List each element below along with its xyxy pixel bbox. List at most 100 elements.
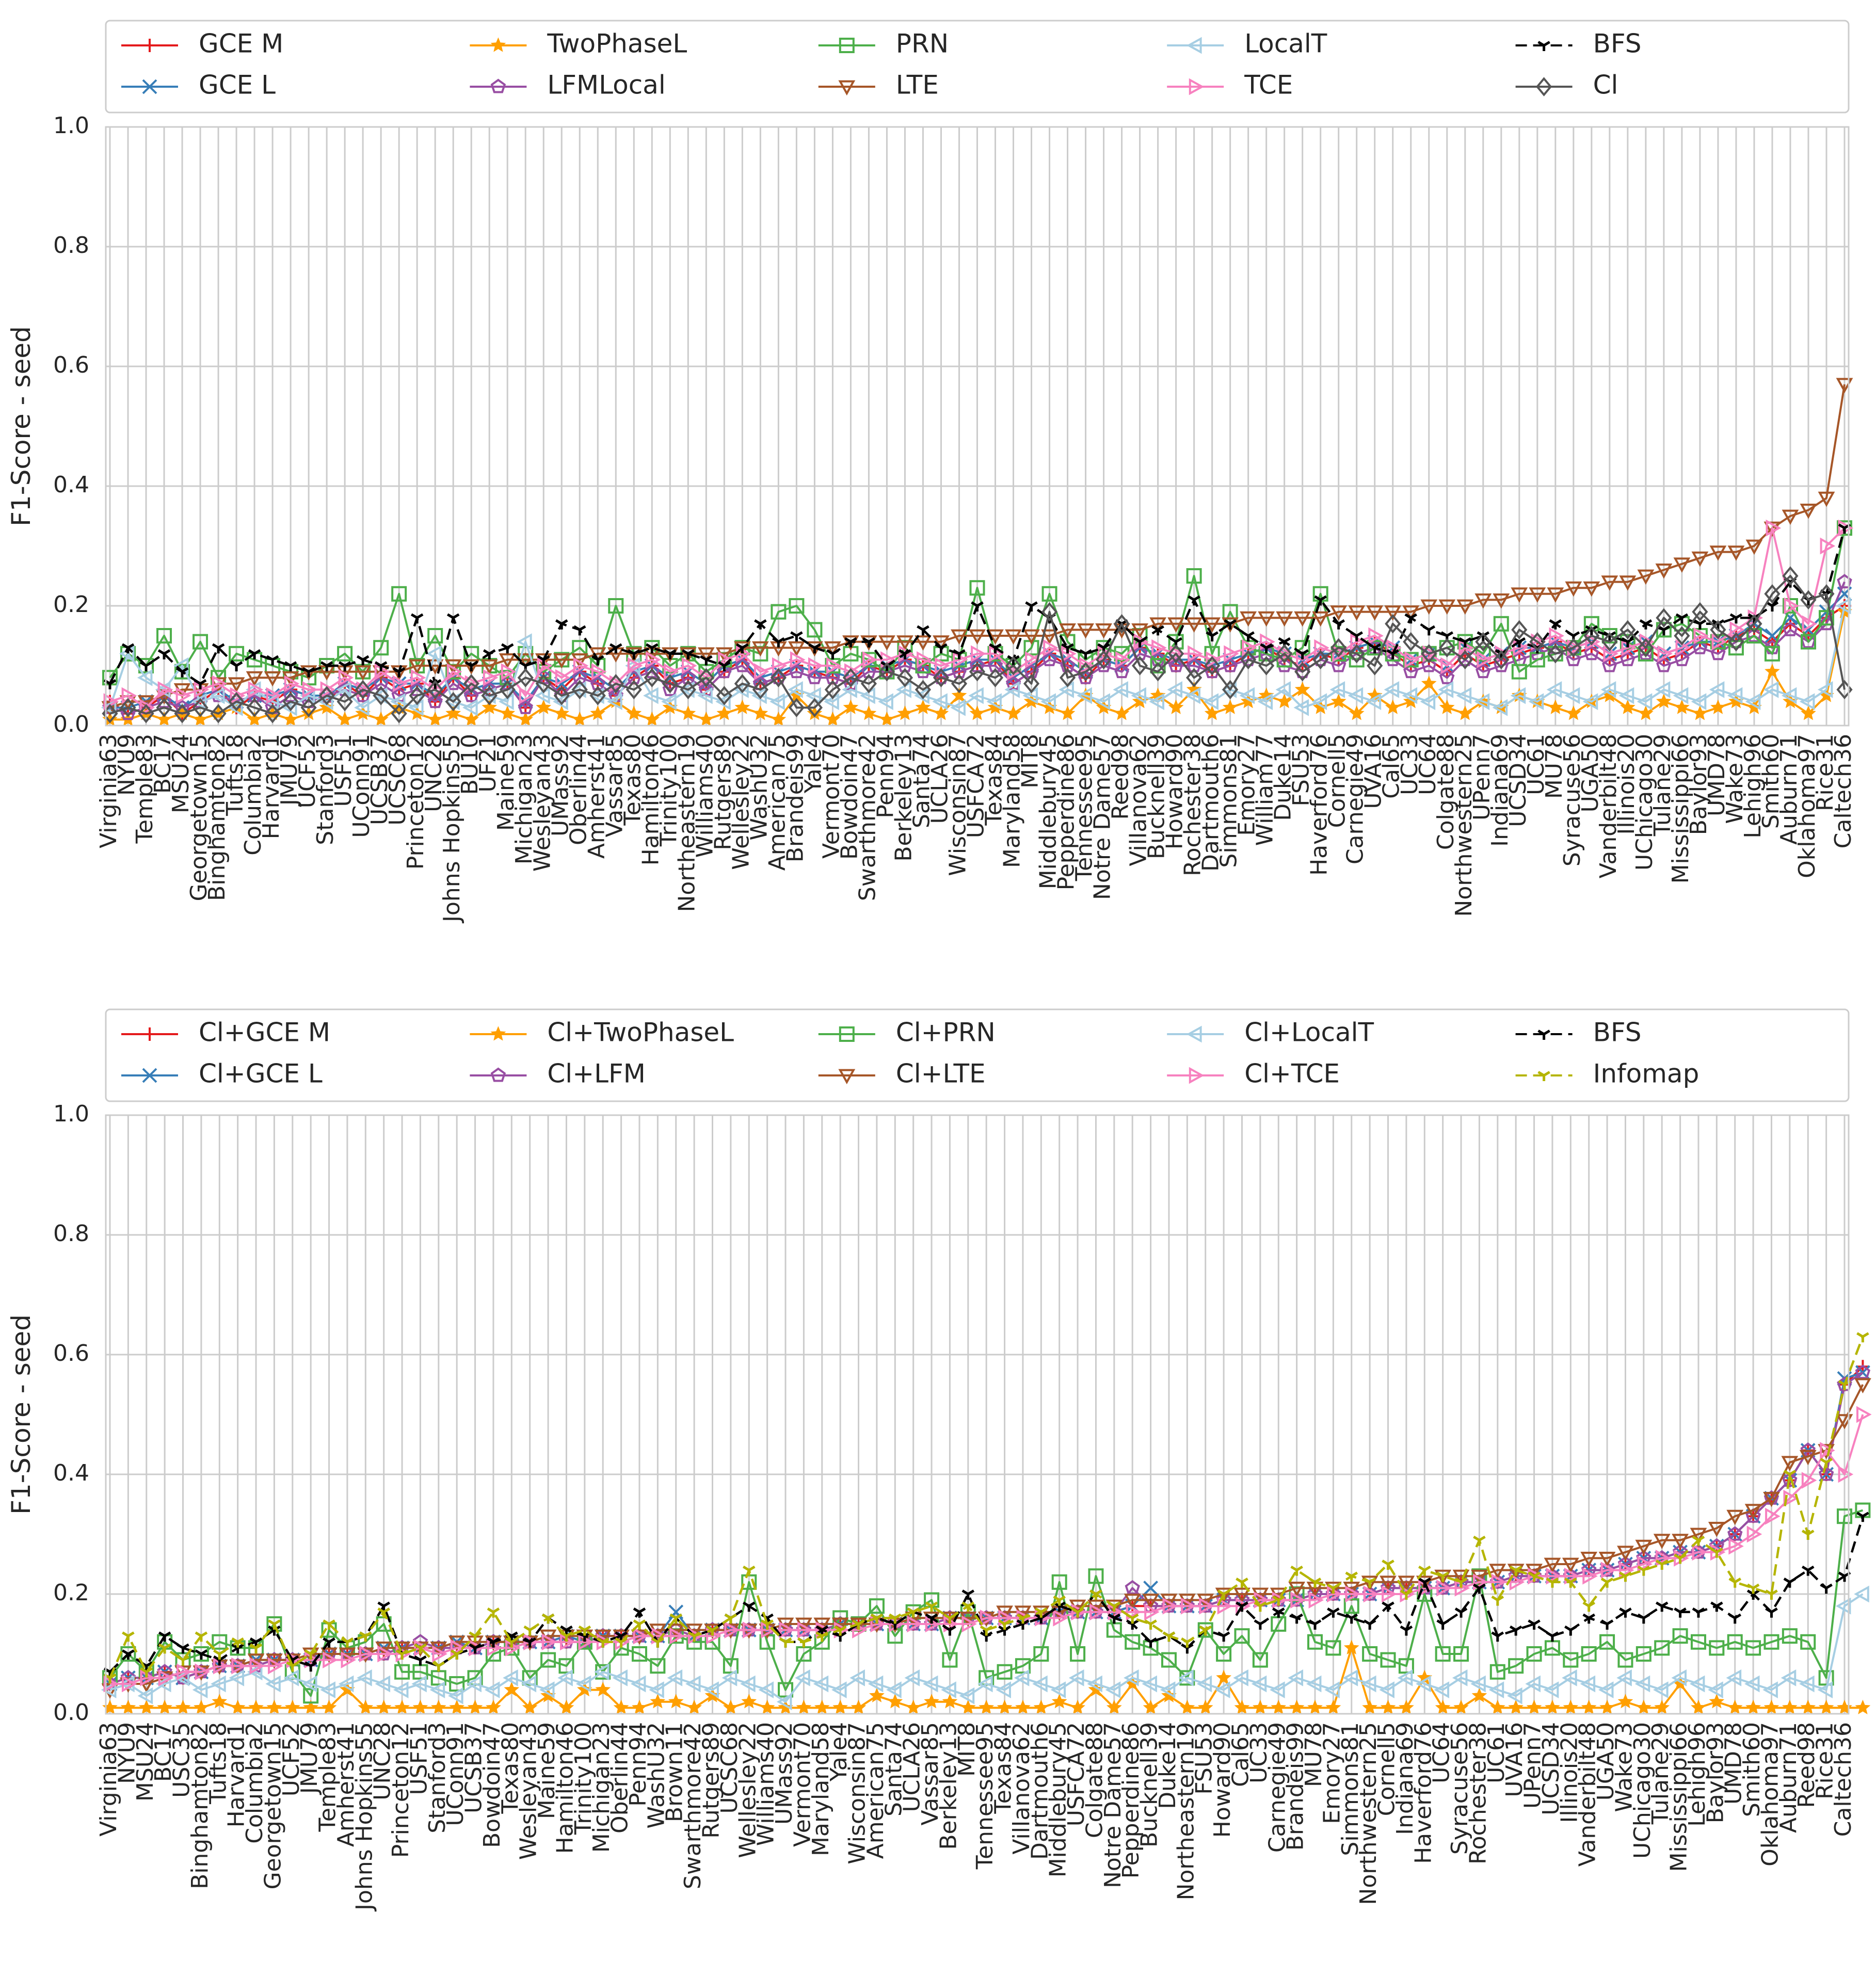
data-point xyxy=(951,674,968,694)
legend-label: Cl+GCE L xyxy=(199,1059,323,1089)
data-point xyxy=(717,651,733,668)
data-point xyxy=(979,1699,995,1714)
series-infomap xyxy=(103,1332,1869,1684)
data-point xyxy=(302,681,318,698)
data-point xyxy=(1438,599,1456,615)
data-point xyxy=(249,1657,265,1675)
data-point xyxy=(1728,632,1744,652)
data-point xyxy=(969,629,986,645)
data-point xyxy=(788,681,803,698)
data-point xyxy=(1491,1595,1504,1606)
data-point xyxy=(487,1637,500,1648)
data-point xyxy=(1151,625,1164,636)
data-point xyxy=(338,669,354,686)
data-point xyxy=(1271,1699,1287,1714)
data-point xyxy=(1800,504,1817,519)
data-point xyxy=(716,705,732,720)
data-point xyxy=(302,1675,317,1693)
data-point xyxy=(469,1643,482,1654)
data-point xyxy=(1546,1631,1559,1642)
x-tick-label: Amherst41 xyxy=(333,1722,359,1847)
data-point xyxy=(158,1631,171,1642)
data-point xyxy=(969,705,985,720)
data-point xyxy=(914,687,929,704)
data-point xyxy=(1108,1601,1121,1612)
data-point xyxy=(754,619,767,630)
data-point xyxy=(980,1610,996,1627)
x-tick-label: Williams40 xyxy=(753,1722,779,1846)
data-point xyxy=(1818,1699,1834,1714)
data-point xyxy=(1059,623,1076,639)
x-tick-label: Wisconsin87 xyxy=(844,1722,871,1864)
data-point xyxy=(1548,699,1563,714)
data-point xyxy=(1436,1580,1452,1597)
data-point xyxy=(139,699,155,716)
data-point xyxy=(1781,1456,1799,1471)
data-point xyxy=(1032,1675,1048,1693)
data-point xyxy=(247,711,262,726)
data-point xyxy=(953,649,966,660)
data-point xyxy=(761,1619,774,1630)
data-point xyxy=(905,1699,921,1714)
legend-label: GCE M xyxy=(199,29,283,59)
x-tick-label: Bucknell39 xyxy=(1144,734,1170,859)
x-tick-label: Villanova62 xyxy=(1126,734,1152,866)
data-point xyxy=(1744,1675,1760,1693)
data-point xyxy=(1456,599,1474,615)
data-point xyxy=(158,1643,171,1654)
data-point xyxy=(933,635,950,651)
data-point xyxy=(175,687,191,704)
data-point xyxy=(1458,637,1472,648)
data-point xyxy=(788,698,805,717)
data-point xyxy=(1242,631,1255,641)
x-tick-label: Haverford76 xyxy=(1410,1722,1436,1864)
data-point xyxy=(341,1637,354,1648)
data-point xyxy=(210,704,227,723)
data-point xyxy=(337,711,352,726)
data-point xyxy=(669,1627,685,1645)
data-point xyxy=(935,643,948,654)
data-point xyxy=(1363,1578,1376,1588)
data-point xyxy=(1672,1628,1688,1644)
data-point xyxy=(266,655,279,666)
data-point xyxy=(878,662,895,682)
data-point xyxy=(1143,1699,1159,1714)
data-point xyxy=(409,686,425,705)
data-point xyxy=(1727,1699,1743,1714)
x-tick-label: American75 xyxy=(764,734,790,871)
data-point xyxy=(1380,1652,1396,1668)
data-point xyxy=(414,1655,427,1666)
data-point xyxy=(742,1565,756,1576)
data-point xyxy=(1457,650,1473,670)
data-point xyxy=(1693,619,1707,630)
data-point xyxy=(1330,693,1346,709)
data-point xyxy=(1312,650,1329,670)
data-point xyxy=(411,1675,427,1693)
data-point xyxy=(1729,613,1743,624)
data-point xyxy=(1144,1603,1160,1621)
data-point xyxy=(1149,693,1164,710)
data-point xyxy=(1564,1625,1577,1636)
data-point xyxy=(1818,491,1835,507)
data-point xyxy=(481,686,498,705)
data-point xyxy=(1043,639,1059,656)
data-point xyxy=(1818,1670,1834,1686)
data-point xyxy=(1005,656,1022,676)
data-point xyxy=(590,705,606,720)
data-point xyxy=(1257,693,1273,710)
data-point xyxy=(833,1625,847,1636)
data-point xyxy=(1617,1694,1633,1709)
data-point xyxy=(1511,620,1528,640)
data-point xyxy=(1635,1539,1653,1555)
x-tick-label: BC17 xyxy=(150,734,176,794)
data-point xyxy=(1224,645,1239,663)
data-point xyxy=(1114,705,1130,720)
data-point xyxy=(1404,651,1420,668)
data-point xyxy=(246,698,263,717)
data-point xyxy=(771,711,787,726)
data-point xyxy=(1655,564,1673,579)
data-point xyxy=(486,1699,501,1714)
x-tick-label: Reed98 xyxy=(1108,734,1134,820)
data-point xyxy=(1178,1669,1194,1686)
